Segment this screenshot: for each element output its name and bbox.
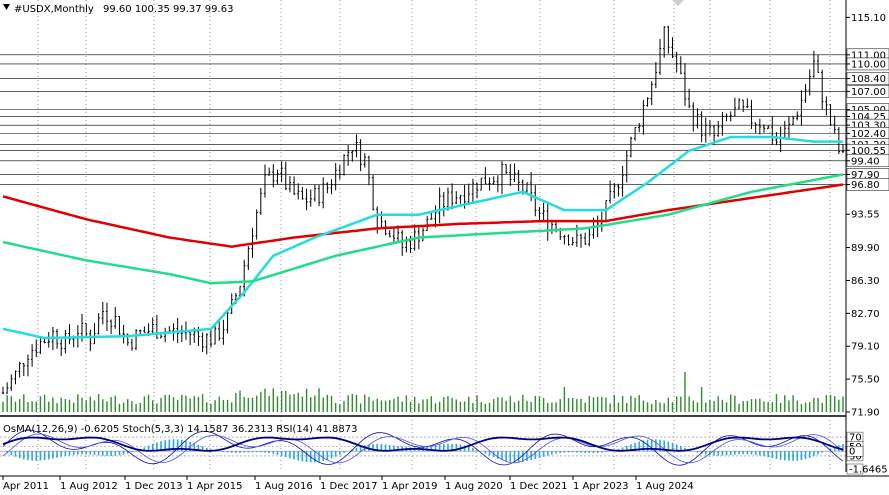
time-tick-label: 1 Dec 2017: [320, 481, 378, 492]
indicator-tick-box: [846, 446, 864, 457]
price-tick-label: 102.40: [851, 129, 886, 140]
rsi-line: [2, 436, 844, 452]
indicator-header: OsMA(12,26,9) -0.6205 Stoch(5,3,3) 14.15…: [3, 424, 358, 435]
price-tick-label: 115.10: [851, 13, 886, 24]
price-tick-label: 99.40: [851, 156, 880, 167]
time-tick-label: 1 Apr 2023: [573, 481, 628, 492]
time-tick-label: 1 Dec 2021: [510, 481, 568, 492]
indicator-panel: [0, 429, 846, 466]
price-tick-label: 107.00: [851, 87, 886, 98]
chart-title: #USDX,Monthly 99.60 100.35 99.37 99.63: [14, 4, 233, 15]
price-tick-label: 93.55: [851, 210, 880, 221]
time-tick-label: 1 Aug 2024: [636, 481, 694, 492]
ma-green-line: [2, 173, 844, 285]
time-tick-label: 1 Dec 2013: [125, 481, 183, 492]
volume-bars: [2, 372, 844, 412]
price-tick-label: 110.00: [851, 59, 886, 70]
indicator-tick-box: [846, 463, 864, 475]
indicator-tick-label: 70: [849, 433, 862, 444]
indicator-tick-label: -1.6465: [849, 465, 888, 476]
price-tick-label: 82.70: [851, 309, 880, 320]
scroll-marker-icon: [672, 0, 684, 6]
indicator-tick-label: 30: [849, 451, 862, 462]
time-tick-label: 1 Aug 2012: [60, 481, 118, 492]
stoch-signal-line: [2, 433, 844, 464]
time-tick-label: 1 Aug 2020: [445, 481, 503, 492]
ma-cyan-line: [2, 135, 843, 340]
price-tick-label: 108.40: [851, 74, 886, 85]
grid: [37, 0, 831, 472]
time-tick-label: 1 Apr 2015: [187, 481, 242, 492]
price-tick-label: 89.90: [851, 243, 880, 254]
price-tick-label: 96.80: [851, 180, 880, 191]
indicator-tick-label: 0: [849, 447, 855, 458]
price-tick-label: 79.10: [851, 342, 880, 353]
price-tick-label: 104.25: [851, 112, 886, 123]
candles: [1, 25, 845, 395]
time-tick-label: 1 Apr 2019: [382, 481, 437, 492]
price-tick-label: 71.90: [851, 408, 880, 419]
price-tick-label: 97.90: [851, 170, 880, 181]
stoch-main-line: [2, 429, 844, 466]
moving-averages: [2, 135, 844, 340]
price-tick-label: 111.00: [851, 50, 886, 61]
price-tick-label: 103.30: [851, 121, 886, 132]
time-tick-label: 1 Aug 2016: [255, 481, 313, 492]
dropdown-triangle-icon[interactable]: [3, 4, 10, 10]
price-tick-label: 75.50: [851, 375, 880, 386]
price-tick-label: 86.30: [851, 276, 880, 287]
price-tick-label: 100.55: [851, 146, 886, 157]
time-tick-label: Apr 2011: [3, 481, 49, 492]
